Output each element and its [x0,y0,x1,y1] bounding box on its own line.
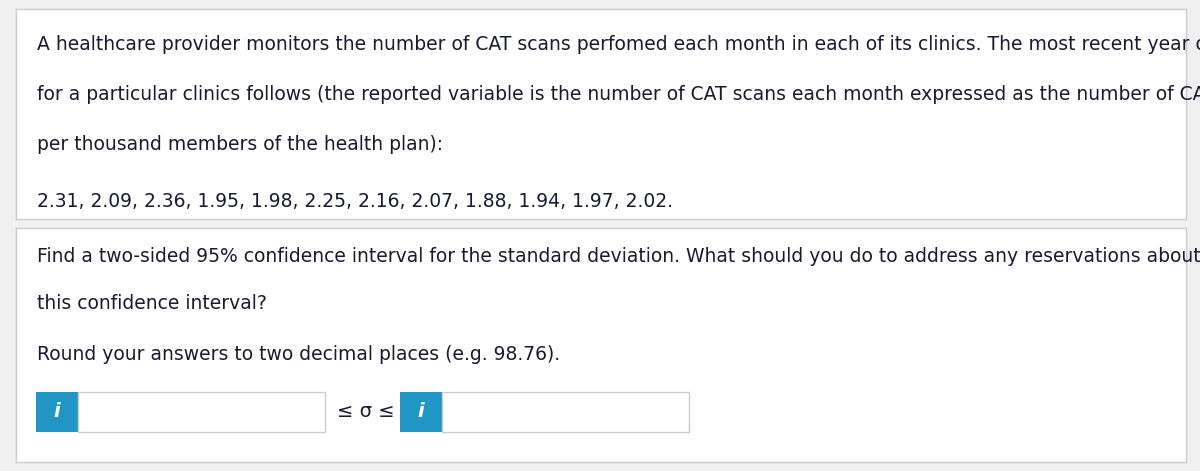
Text: for a particular clinics follows (the reported variable is the number of CAT sca: for a particular clinics follows (the re… [37,85,1200,104]
Text: this confidence interval?: this confidence interval? [37,294,266,313]
Text: Round your answers to two decimal places (e.g. 98.76).: Round your answers to two decimal places… [37,345,559,364]
Text: Find a two-sided 95% confidence interval for the standard deviation. What should: Find a two-sided 95% confidence interval… [37,247,1200,266]
FancyBboxPatch shape [400,391,443,431]
FancyBboxPatch shape [78,391,325,431]
Text: per thousand members of the health plan):: per thousand members of the health plan)… [37,135,443,154]
Text: ≤ σ ≤: ≤ σ ≤ [337,402,395,421]
Text: i: i [54,402,60,421]
Text: i: i [418,402,425,421]
FancyBboxPatch shape [443,391,689,431]
Text: A healthcare provider monitors the number of CAT scans perfomed each month in ea: A healthcare provider monitors the numbe… [37,34,1200,54]
Text: 2.31, 2.09, 2.36, 1.95, 1.98, 2.25, 2.16, 2.07, 1.88, 1.94, 1.97, 2.02.: 2.31, 2.09, 2.36, 1.95, 1.98, 2.25, 2.16… [37,192,673,211]
FancyBboxPatch shape [36,391,78,431]
